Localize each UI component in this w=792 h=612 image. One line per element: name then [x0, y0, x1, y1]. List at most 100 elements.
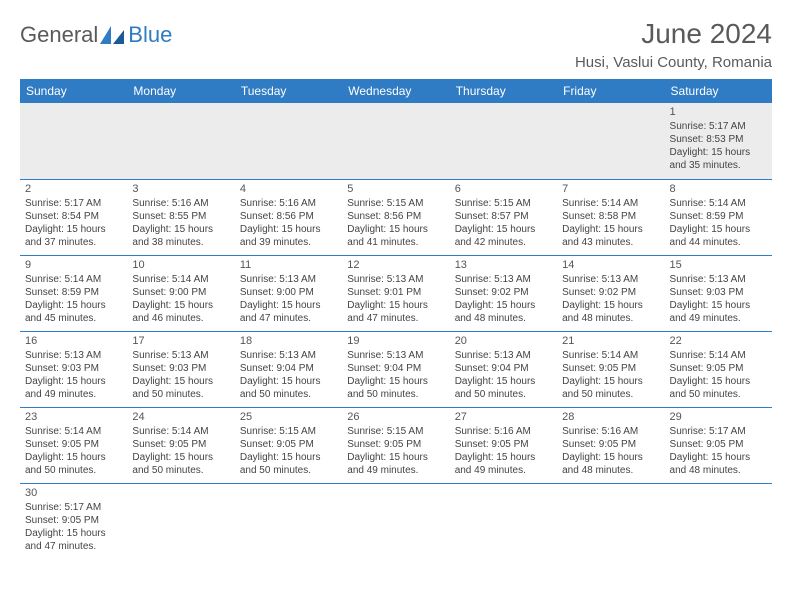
- calendar-week-row: 23Sunrise: 5:14 AMSunset: 9:05 PMDayligh…: [20, 407, 772, 483]
- calendar-day-cell: 13Sunrise: 5:13 AMSunset: 9:02 PMDayligh…: [450, 255, 557, 331]
- sunset-text: Sunset: 9:05 PM: [670, 438, 767, 451]
- calendar-day-cell: 20Sunrise: 5:13 AMSunset: 9:04 PMDayligh…: [450, 331, 557, 407]
- sunset-text: Sunset: 9:03 PM: [670, 286, 767, 299]
- day-number: 21: [562, 334, 659, 348]
- sunset-text: Sunset: 9:05 PM: [670, 362, 767, 375]
- sail-icon: [100, 26, 126, 44]
- daylight-text: and 42 minutes.: [455, 236, 552, 249]
- daylight-text: and 44 minutes.: [670, 236, 767, 249]
- page-header: General Blue June 2024 Husi, Vaslui Coun…: [20, 18, 772, 71]
- calendar-day-cell: 9Sunrise: 5:14 AMSunset: 8:59 PMDaylight…: [20, 255, 127, 331]
- sunrise-text: Sunrise: 5:14 AM: [25, 425, 122, 438]
- daylight-text: Daylight: 15 hours: [25, 299, 122, 312]
- sunrise-text: Sunrise: 5:14 AM: [132, 425, 229, 438]
- calendar-day-cell: 11Sunrise: 5:13 AMSunset: 9:00 PMDayligh…: [235, 255, 342, 331]
- sunset-text: Sunset: 8:56 PM: [347, 210, 444, 223]
- sunrise-text: Sunrise: 5:13 AM: [670, 273, 767, 286]
- daylight-text: Daylight: 15 hours: [347, 375, 444, 388]
- sunset-text: Sunset: 9:04 PM: [240, 362, 337, 375]
- sunrise-text: Sunrise: 5:13 AM: [347, 273, 444, 286]
- calendar-week-row: 1Sunrise: 5:17 AMSunset: 8:53 PMDaylight…: [20, 103, 772, 179]
- day-number: 12: [347, 258, 444, 272]
- calendar-day-cell: 21Sunrise: 5:14 AMSunset: 9:05 PMDayligh…: [557, 331, 664, 407]
- sunrise-text: Sunrise: 5:15 AM: [240, 425, 337, 438]
- sunset-text: Sunset: 9:05 PM: [562, 438, 659, 451]
- calendar-day-cell: [342, 103, 449, 179]
- sunrise-text: Sunrise: 5:13 AM: [132, 349, 229, 362]
- month-title: June 2024: [575, 18, 772, 50]
- sunset-text: Sunset: 8:59 PM: [670, 210, 767, 223]
- calendar-day-cell: 4Sunrise: 5:16 AMSunset: 8:56 PMDaylight…: [235, 179, 342, 255]
- daylight-text: and 49 minutes.: [670, 312, 767, 325]
- weekday-header: Tuesday: [235, 79, 342, 103]
- day-number: 5: [347, 182, 444, 196]
- sunset-text: Sunset: 9:03 PM: [25, 362, 122, 375]
- sunrise-text: Sunrise: 5:16 AM: [240, 197, 337, 210]
- calendar-day-cell: [342, 483, 449, 559]
- day-number: 16: [25, 334, 122, 348]
- logo: General Blue: [20, 22, 172, 48]
- calendar-day-cell: [450, 483, 557, 559]
- day-number: 8: [670, 182, 767, 196]
- day-number: 25: [240, 410, 337, 424]
- daylight-text: Daylight: 15 hours: [240, 299, 337, 312]
- daylight-text: Daylight: 15 hours: [670, 146, 767, 159]
- day-number: 24: [132, 410, 229, 424]
- calendar-day-cell: 12Sunrise: 5:13 AMSunset: 9:01 PMDayligh…: [342, 255, 449, 331]
- calendar-day-cell: 27Sunrise: 5:16 AMSunset: 9:05 PMDayligh…: [450, 407, 557, 483]
- calendar-day-cell: 5Sunrise: 5:15 AMSunset: 8:56 PMDaylight…: [342, 179, 449, 255]
- calendar-day-cell: [557, 483, 664, 559]
- daylight-text: Daylight: 15 hours: [25, 375, 122, 388]
- daylight-text: Daylight: 15 hours: [562, 223, 659, 236]
- calendar-day-cell: [450, 103, 557, 179]
- sunrise-text: Sunrise: 5:14 AM: [562, 197, 659, 210]
- calendar-day-cell: 10Sunrise: 5:14 AMSunset: 9:00 PMDayligh…: [127, 255, 234, 331]
- day-number: 26: [347, 410, 444, 424]
- weekday-header: Thursday: [450, 79, 557, 103]
- calendar-day-cell: 19Sunrise: 5:13 AMSunset: 9:04 PMDayligh…: [342, 331, 449, 407]
- calendar-day-cell: 1Sunrise: 5:17 AMSunset: 8:53 PMDaylight…: [665, 103, 772, 179]
- sunrise-text: Sunrise: 5:13 AM: [562, 273, 659, 286]
- sunrise-text: Sunrise: 5:14 AM: [132, 273, 229, 286]
- daylight-text: Daylight: 15 hours: [670, 375, 767, 388]
- daylight-text: Daylight: 15 hours: [25, 451, 122, 464]
- daylight-text: and 50 minutes.: [132, 388, 229, 401]
- day-number: 1: [670, 105, 767, 119]
- sunrise-text: Sunrise: 5:14 AM: [562, 349, 659, 362]
- day-number: 6: [455, 182, 552, 196]
- sunrise-text: Sunrise: 5:13 AM: [455, 349, 552, 362]
- day-number: 22: [670, 334, 767, 348]
- day-number: 27: [455, 410, 552, 424]
- calendar-table: Sunday Monday Tuesday Wednesday Thursday…: [20, 79, 772, 559]
- sunrise-text: Sunrise: 5:13 AM: [455, 273, 552, 286]
- day-number: 15: [670, 258, 767, 272]
- daylight-text: and 45 minutes.: [25, 312, 122, 325]
- location-text: Husi, Vaslui County, Romania: [575, 54, 772, 71]
- daylight-text: Daylight: 15 hours: [347, 223, 444, 236]
- calendar-day-cell: 22Sunrise: 5:14 AMSunset: 9:05 PMDayligh…: [665, 331, 772, 407]
- day-number: 30: [25, 486, 122, 500]
- calendar-day-cell: 30Sunrise: 5:17 AMSunset: 9:05 PMDayligh…: [20, 483, 127, 559]
- daylight-text: and 50 minutes.: [562, 388, 659, 401]
- daylight-text: Daylight: 15 hours: [132, 223, 229, 236]
- calendar-day-cell: 2Sunrise: 5:17 AMSunset: 8:54 PMDaylight…: [20, 179, 127, 255]
- daylight-text: Daylight: 15 hours: [25, 527, 122, 540]
- daylight-text: Daylight: 15 hours: [240, 451, 337, 464]
- sunset-text: Sunset: 9:01 PM: [347, 286, 444, 299]
- calendar-day-cell: 29Sunrise: 5:17 AMSunset: 9:05 PMDayligh…: [665, 407, 772, 483]
- title-block: June 2024 Husi, Vaslui County, Romania: [575, 18, 772, 71]
- sunrise-text: Sunrise: 5:13 AM: [25, 349, 122, 362]
- weekday-header-row: Sunday Monday Tuesday Wednesday Thursday…: [20, 79, 772, 103]
- daylight-text: and 48 minutes.: [670, 464, 767, 477]
- sunrise-text: Sunrise: 5:16 AM: [455, 425, 552, 438]
- day-number: 13: [455, 258, 552, 272]
- weekday-header: Wednesday: [342, 79, 449, 103]
- day-number: 20: [455, 334, 552, 348]
- calendar-day-cell: 17Sunrise: 5:13 AMSunset: 9:03 PMDayligh…: [127, 331, 234, 407]
- daylight-text: and 41 minutes.: [347, 236, 444, 249]
- day-number: 17: [132, 334, 229, 348]
- weekday-header: Sunday: [20, 79, 127, 103]
- calendar-day-cell: [127, 103, 234, 179]
- sunset-text: Sunset: 9:05 PM: [347, 438, 444, 451]
- daylight-text: Daylight: 15 hours: [347, 299, 444, 312]
